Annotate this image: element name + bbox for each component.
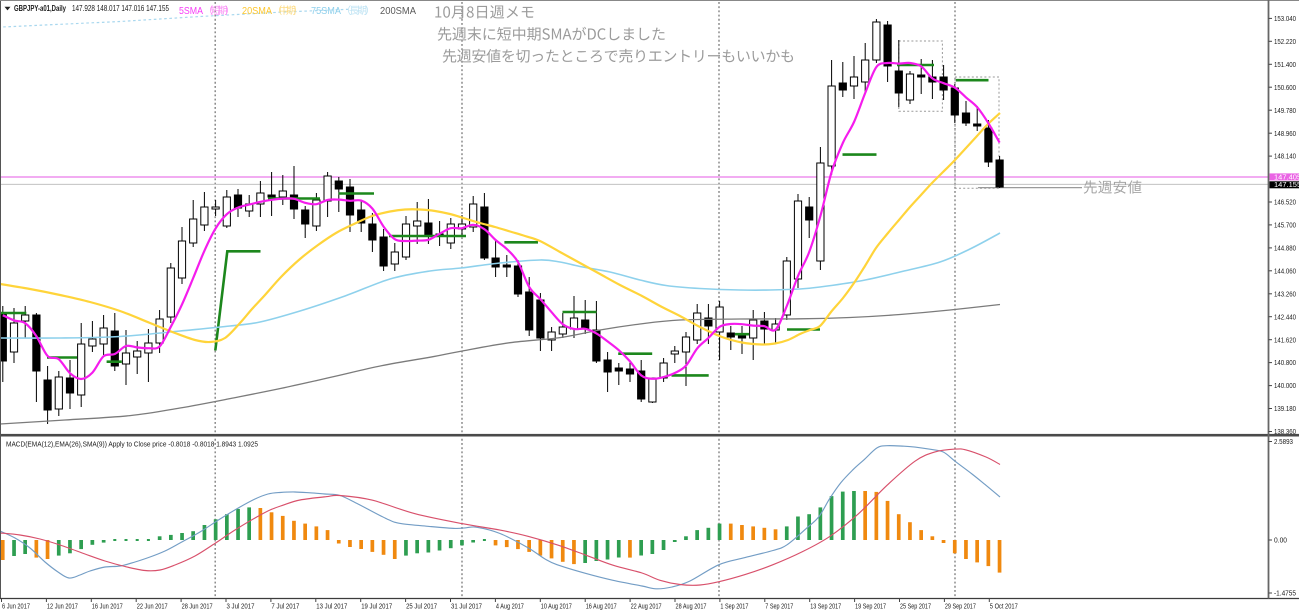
svg-text:140.000: 140.000 — [1274, 381, 1296, 390]
svg-text:25 Sep 2017: 25 Sep 2017 — [900, 602, 931, 611]
svg-text:22 Jun 2017: 22 Jun 2017 — [137, 602, 168, 611]
svg-text:MACD(EMA(12),EMA(26),SMA(9)): MACD(EMA(12),EMA(26),SMA(9)) Apply to Cl… — [6, 440, 258, 449]
svg-text:153.040: 153.040 — [1274, 14, 1296, 23]
svg-text:12 Jun 2017: 12 Jun 2017 — [47, 602, 78, 611]
svg-text:16 Jun 2017: 16 Jun 2017 — [92, 602, 123, 611]
svg-text:148.140: 148.140 — [1274, 152, 1296, 161]
svg-text:5SMA: 5SMA — [179, 5, 203, 17]
svg-text:19 Jul 2017: 19 Jul 2017 — [361, 602, 392, 611]
svg-text:200SMA: 200SMA — [380, 5, 416, 17]
svg-text:2.5893: 2.5893 — [1274, 437, 1293, 446]
svg-text:1 Sep 2017: 1 Sep 2017 — [720, 602, 748, 611]
svg-text:151.400: 151.400 — [1274, 60, 1296, 69]
svg-text:28 Aug 2017: 28 Aug 2017 — [676, 602, 707, 611]
svg-text:7 Jul 2017: 7 Jul 2017 — [271, 602, 299, 611]
svg-text:150.600: 150.600 — [1274, 83, 1296, 92]
svg-text:25 Jul 2017: 25 Jul 2017 — [406, 602, 437, 611]
svg-text:-1.4755: -1.4755 — [1274, 589, 1296, 598]
svg-text:149.780: 149.780 — [1274, 106, 1296, 115]
svg-text:139.180: 139.180 — [1274, 404, 1296, 413]
svg-text:142.440: 142.440 — [1274, 312, 1296, 321]
svg-text:152.220: 152.220 — [1274, 37, 1296, 46]
svg-text:0.00: 0.00 — [1274, 536, 1287, 545]
svg-text:4 Aug 2017: 4 Aug 2017 — [496, 602, 524, 611]
svg-text:13 Sep 2017: 13 Sep 2017 — [810, 602, 841, 611]
svg-text:20SMA: 20SMA — [242, 5, 272, 17]
svg-text:22 Aug 2017: 22 Aug 2017 — [631, 602, 662, 611]
svg-text:28 Jun 2017: 28 Jun 2017 — [182, 602, 213, 611]
svg-text:138.360: 138.360 — [1274, 427, 1296, 436]
svg-text:6 Jun 2017: 6 Jun 2017 — [2, 602, 30, 611]
svg-text:147.928 148.017 147.016 147.15: 147.928 148.017 147.016 147.155 — [72, 4, 170, 13]
svg-text:147.155: 147.155 — [1274, 180, 1299, 189]
svg-text:143.260: 143.260 — [1274, 289, 1296, 298]
svg-text:141.620: 141.620 — [1274, 335, 1296, 344]
svg-text:148.960: 148.960 — [1274, 129, 1296, 138]
svg-text:13 Jul 2017: 13 Jul 2017 — [316, 602, 347, 611]
svg-text:5 Oct 2017: 5 Oct 2017 — [990, 602, 1018, 611]
svg-text:16 Aug 2017: 16 Aug 2017 — [586, 602, 617, 611]
svg-text:3 Jul 2017: 3 Jul 2017 — [227, 602, 255, 611]
svg-text:146.520: 146.520 — [1274, 198, 1296, 207]
svg-text:19 Sep 2017: 19 Sep 2017 — [855, 602, 886, 611]
svg-text:144.880: 144.880 — [1274, 244, 1296, 253]
svg-text:75SMA: 75SMA — [311, 5, 341, 17]
svg-text:10 Aug 2017: 10 Aug 2017 — [541, 602, 572, 611]
svg-text:145.700: 145.700 — [1274, 221, 1296, 230]
svg-text:GBPJPY-a01,Daily: GBPJPY-a01,Daily — [14, 4, 66, 13]
svg-text:31 Jul 2017: 31 Jul 2017 — [451, 602, 482, 611]
svg-text:140.800: 140.800 — [1274, 358, 1296, 367]
svg-text:7 Sep 2017: 7 Sep 2017 — [765, 602, 793, 611]
svg-text:147.405: 147.405 — [1274, 172, 1299, 181]
svg-text:29 Sep 2017: 29 Sep 2017 — [945, 602, 976, 611]
svg-text:144.060: 144.060 — [1274, 266, 1296, 275]
